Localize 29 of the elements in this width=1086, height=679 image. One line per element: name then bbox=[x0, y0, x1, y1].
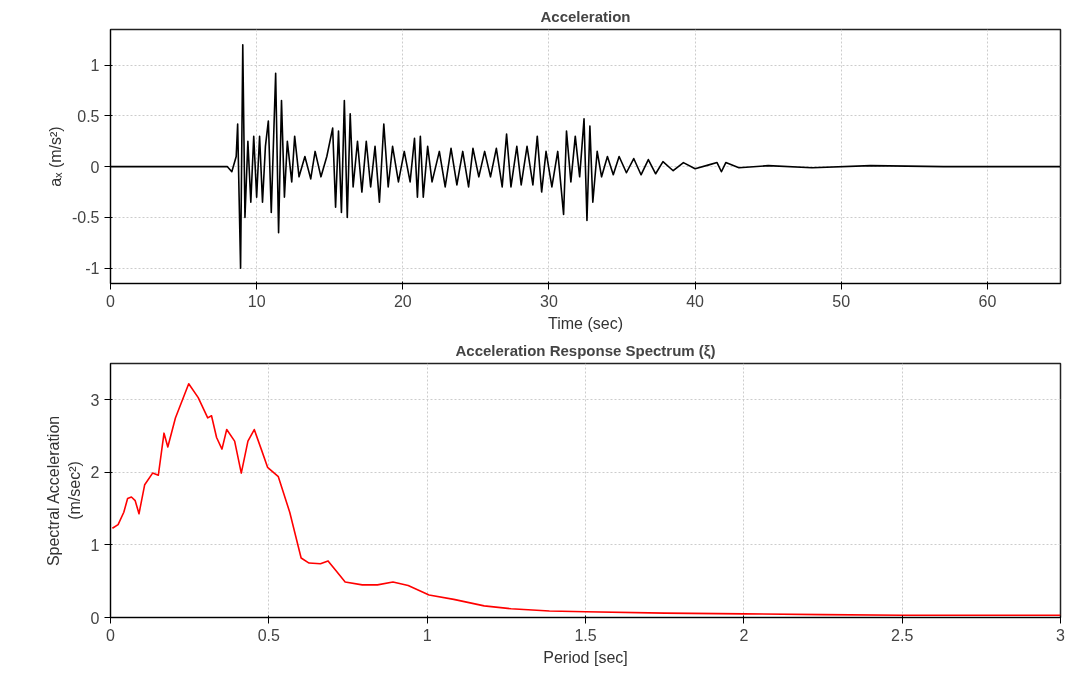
x-tick-label: 40 bbox=[686, 292, 705, 310]
x-tick-label: 0.5 bbox=[257, 626, 281, 644]
x-tick-label: 3 bbox=[1056, 626, 1066, 644]
y-tick-label: -1 bbox=[85, 260, 100, 278]
x-tick-label: 0 bbox=[106, 626, 116, 644]
x-tick-label: 30 bbox=[540, 292, 558, 310]
y-tick-label: -0.5 bbox=[71, 209, 100, 227]
y-tick-label: 0 bbox=[90, 158, 100, 176]
x-tick-label: 60 bbox=[978, 292, 997, 310]
y-tick-label: 0 bbox=[90, 609, 100, 627]
y-axis-title: aₓ (m/s²) bbox=[46, 126, 64, 187]
y-tick-label: 3 bbox=[90, 391, 100, 409]
chart-title: Acceleration bbox=[540, 7, 631, 25]
x-tick-label: 1.5 bbox=[574, 626, 597, 644]
y-tick-label: 2 bbox=[90, 464, 100, 482]
x-tick-label: 20 bbox=[393, 292, 412, 310]
x-tick-label: 50 bbox=[832, 292, 851, 310]
x-tick-label: 2 bbox=[739, 626, 749, 644]
x-tick-label: 10 bbox=[247, 292, 266, 310]
x-axis-title: Period [sec] bbox=[543, 648, 628, 666]
x-axis-title: Time (sec) bbox=[548, 314, 623, 332]
y-tick-label: 0.5 bbox=[77, 107, 100, 125]
x-tick-label: 2.5 bbox=[891, 626, 914, 644]
y-tick-label: 1 bbox=[90, 57, 100, 75]
y-tick-label: 1 bbox=[90, 536, 100, 554]
chart-title: Acceleration Response Spectrum (ξ) bbox=[455, 341, 716, 359]
x-tick-label: 1 bbox=[422, 626, 432, 644]
x-tick-label: 0 bbox=[106, 292, 116, 310]
y-axis-title: Spectral Acceleration (m/sec²) bbox=[45, 415, 83, 567]
